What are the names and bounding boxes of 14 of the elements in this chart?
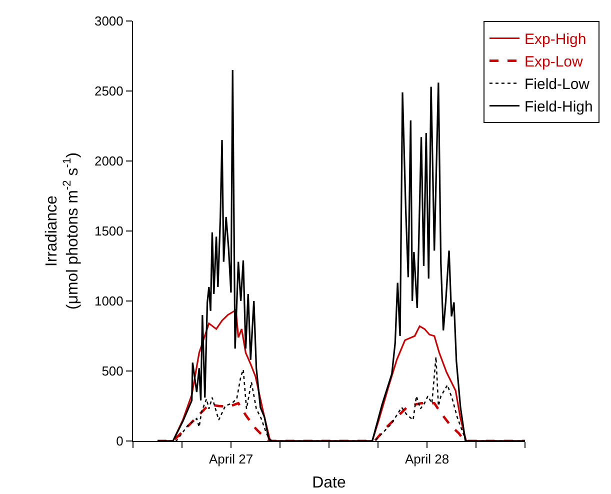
y-tick-label: 0 bbox=[116, 434, 124, 449]
x-tick-label: April 27 bbox=[208, 452, 254, 467]
legend-label: Exp-High bbox=[524, 31, 586, 48]
y-tick-label: 1500 bbox=[94, 224, 124, 239]
legend-label: Field-Low bbox=[524, 76, 590, 94]
y-tick-label: 1000 bbox=[94, 294, 124, 309]
y-tick-label: 500 bbox=[102, 364, 124, 379]
legend-label: Exp-Low bbox=[524, 54, 584, 71]
y-tick-label: 3000 bbox=[94, 14, 124, 29]
legend-label: Field-High bbox=[524, 98, 593, 116]
x-axis-title: Date bbox=[312, 474, 346, 492]
x-tick-label: April 28 bbox=[404, 452, 450, 467]
y-tick-label: 2500 bbox=[94, 84, 124, 99]
y-tick-label: 2000 bbox=[94, 154, 124, 169]
